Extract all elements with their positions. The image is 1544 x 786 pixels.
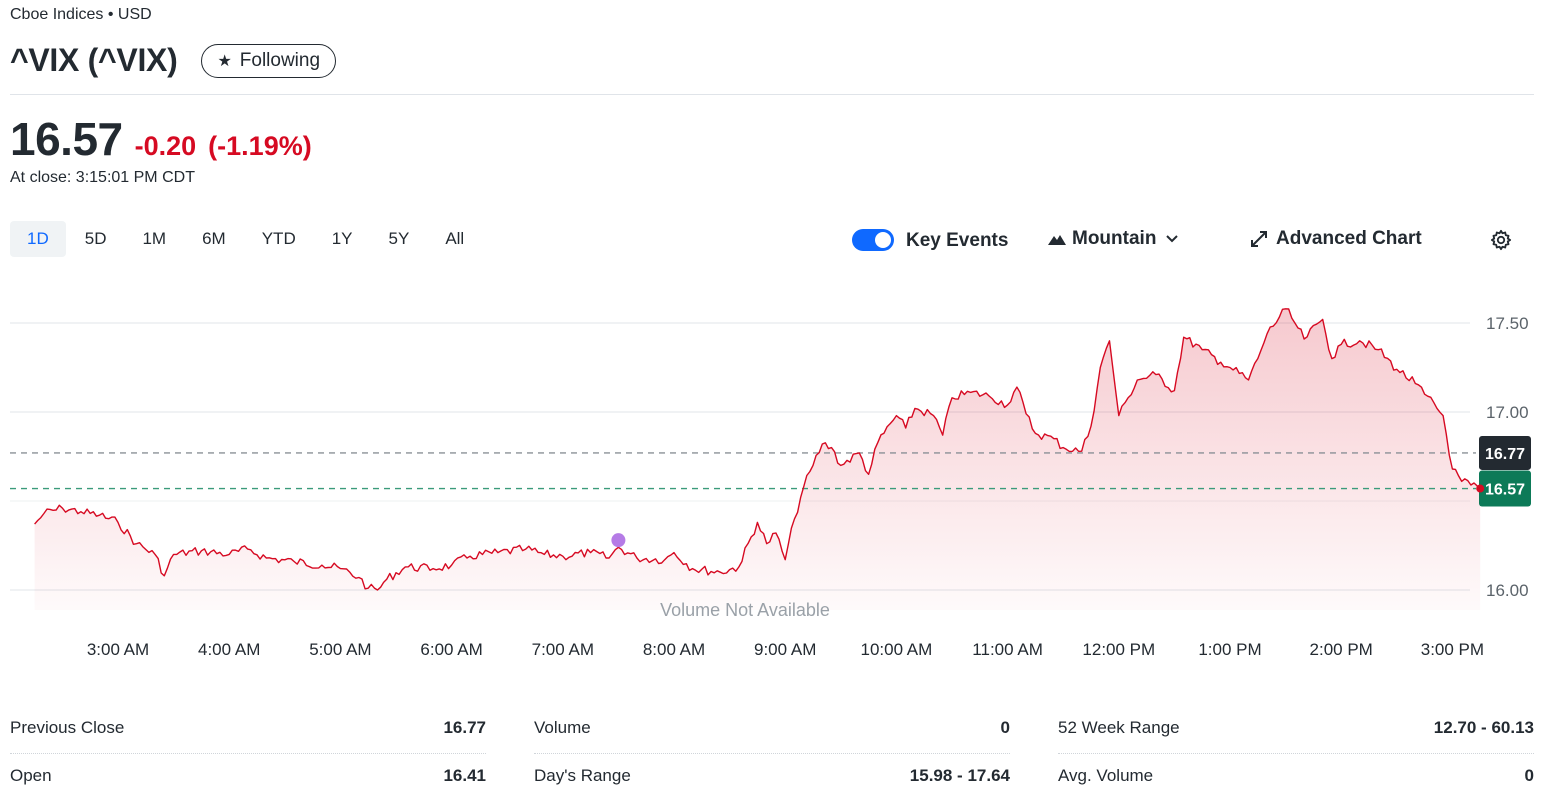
price-change-percent: (-1.19%)	[208, 131, 312, 161]
advanced-chart-label: Advanced Chart	[1276, 228, 1422, 249]
stat-label: Open	[10, 766, 52, 785]
chart-type-label: Mountain	[1072, 228, 1157, 249]
x-tick-label: 4:00 AM	[198, 640, 260, 659]
stat-label: Day's Range	[534, 766, 631, 785]
toggle-knob	[875, 232, 891, 248]
x-tick-label: 5:00 AM	[309, 640, 371, 659]
price-area	[34, 308, 1481, 610]
previous-close-badge	[1479, 435, 1531, 470]
following-button[interactable]: ★ Following	[201, 43, 337, 78]
key-events-toggle[interactable]	[852, 229, 894, 251]
x-tick-label: 2:00 PM	[1310, 640, 1373, 659]
range-all-button[interactable]: All	[445, 229, 465, 248]
stat-previous-close: Previous Close 16.77	[10, 706, 486, 754]
y-tick-label: 17.00	[1486, 403, 1529, 422]
range-selector: 1D 5D 1M 6M YTD 1Y 5Y All	[10, 221, 483, 257]
price-line	[34, 308, 1481, 591]
chart-svg: 16.77 16.57 16.00 17.00 17.50 3:00 AM 4:00 AM…	[10, 308, 1531, 659]
y-tick-label: 16.00	[1486, 581, 1529, 600]
y-tick-label: 17.50	[1486, 314, 1529, 333]
stat-value: 0	[1524, 766, 1534, 785]
range-1y-button[interactable]: 1Y	[331, 229, 353, 248]
last-price: 16.57	[10, 113, 123, 165]
title-row: ^VIX (^VIX) ★ Following	[10, 42, 337, 79]
price-chart[interactable]: 16.77 16.57 16.00 17.00 17.50 3:00 AM 4:00 AM…	[0, 280, 1544, 670]
stat-label: Avg. Volume	[1058, 766, 1154, 785]
previous-close-label: 16.77	[1485, 446, 1525, 463]
volume-note: Volume Not Available	[660, 600, 830, 620]
gear-icon[interactable]	[1490, 229, 1512, 256]
chart-toolbar: Key Events Mountain Advanced Chart	[852, 222, 1534, 258]
stat-label: Volume	[534, 717, 591, 737]
expand-icon	[1251, 231, 1267, 247]
stat-open: Open 16.41	[10, 754, 486, 786]
stat-value: 15.98 - 17.64	[909, 766, 1010, 785]
stat-label: Previous Close	[10, 717, 125, 737]
x-tick-label: 3:00 AM	[87, 640, 149, 659]
star-icon: ★	[217, 52, 232, 70]
range-1d-button[interactable]: 1D	[10, 221, 66, 257]
header-divider	[10, 94, 1534, 95]
stats-column: Volume 0 Day's Range 15.98 - 17.64	[534, 706, 1010, 786]
x-tick-label: 10:00 AM	[860, 640, 932, 659]
page-title: ^VIX (^VIX)	[10, 42, 178, 78]
x-tick-label: 12:00 PM	[1082, 640, 1155, 659]
x-tick-label: 8:00 AM	[643, 640, 705, 659]
last-price-label: 16.57	[1485, 482, 1525, 499]
x-tick-label: 6:00 AM	[420, 640, 482, 659]
stats-column: Previous Close 16.77 Open 16.41	[10, 706, 486, 786]
exchange-label: Cboe Indices • USD	[10, 6, 152, 23]
chart-type-dropdown[interactable]: Mountain	[1048, 228, 1184, 250]
stat-value: 16.77	[443, 717, 486, 737]
stat-52-week-range: 52 Week Range 12.70 - 60.13	[1058, 706, 1534, 754]
stat-days-range: Day's Range 15.98 - 17.64	[534, 754, 1010, 786]
key-events-label[interactable]: Key Events	[906, 230, 1009, 251]
stat-volume: Volume 0	[534, 706, 1010, 754]
stat-value: 0	[1000, 717, 1010, 737]
stats-column: 52 Week Range 12.70 - 60.13 Avg. Volume …	[1058, 706, 1534, 786]
last-price-badge	[1479, 470, 1531, 507]
x-tick-label: 3:00 PM	[1421, 640, 1484, 659]
stat-value: 16.41	[443, 766, 486, 785]
chevron-down-icon	[1166, 235, 1179, 243]
key-event-marker	[611, 533, 626, 548]
x-tick-label: 7:00 AM	[532, 640, 594, 659]
range-ytd-button[interactable]: YTD	[261, 229, 296, 248]
range-5d-button[interactable]: 5D	[84, 229, 107, 248]
x-tick-label: 1:00 PM	[1198, 640, 1261, 659]
mountain-icon	[1048, 235, 1066, 245]
last-price-dot	[1476, 484, 1485, 493]
quote-row: 16.57 -0.20 (-1.19%)	[10, 112, 312, 166]
x-tick-label: 9:00 AM	[754, 640, 816, 659]
advanced-chart-button[interactable]: Advanced Chart	[1250, 228, 1422, 250]
range-5y-button[interactable]: 5Y	[388, 229, 410, 248]
price-change: -0.20	[134, 131, 197, 161]
range-1m-button[interactable]: 1M	[142, 229, 167, 248]
following-label: Following	[239, 49, 321, 71]
range-6m-button[interactable]: 6M	[202, 229, 226, 248]
stat-avg-volume: Avg. Volume 0	[1058, 754, 1534, 786]
x-tick-label: 11:00 AM	[972, 640, 1043, 659]
close-time: At close: 3:15:01 PM CDT	[10, 169, 195, 186]
stat-value: 12.70 - 60.13	[1433, 717, 1534, 737]
stat-label: 52 Week Range	[1058, 717, 1180, 737]
